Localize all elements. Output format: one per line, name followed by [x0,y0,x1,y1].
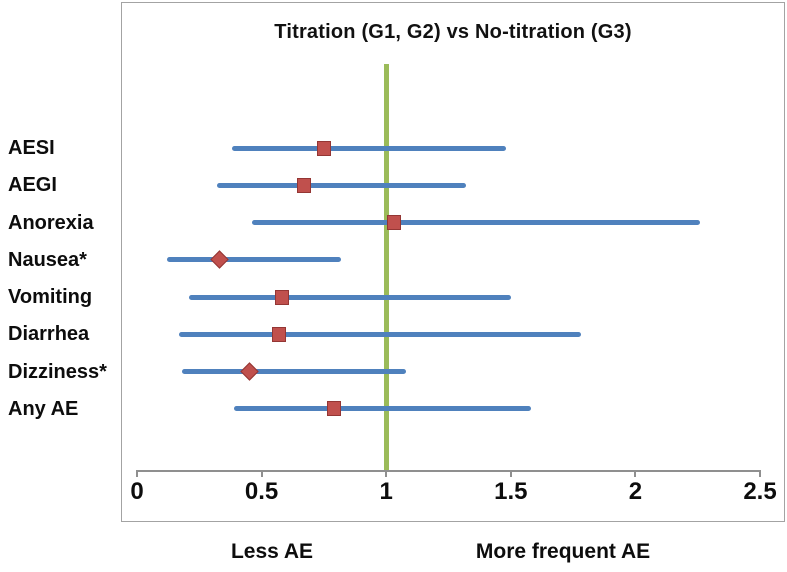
category-label: Any AE [8,397,79,420]
category-label: Dizziness* [8,360,107,383]
ci-line [231,145,506,151]
x-axis-tick [509,470,512,477]
x-axis-tick [136,470,138,477]
ci-line [234,406,531,412]
x-axis [137,470,760,472]
point-marker-square [274,289,289,305]
category-label: AEGI [8,174,57,197]
category-label: Vomiting [8,286,93,309]
category-label: Diarrhea [8,323,90,346]
ci-line [216,182,466,188]
point-marker-square [272,326,287,342]
x-tick-label: 0.5 [244,478,279,505]
x-axis-tick [634,470,637,477]
x-axis-tick [385,470,388,477]
x-tick-label: 0 [130,478,144,505]
ci-line [251,220,701,226]
category-label: Anorexia [8,211,94,234]
axis-label-more-frequent-ae: More frequent AE [475,540,651,563]
x-tick-label: 1.5 [494,478,528,505]
x-tick-label: 1 [379,478,393,505]
category-label: Nausea* [8,248,87,271]
ci-line [166,257,342,263]
reference-line [383,64,389,470]
point-marker-square [386,215,401,231]
chart-title: Titration (G1, G2) vs No-titration (G3) [274,21,632,43]
axis-label-less-ae: Less AE [230,540,314,563]
x-axis-tick [759,470,761,477]
x-tick-label: 2.5 [743,478,777,505]
point-marker-square [326,401,341,417]
x-axis-tick [260,470,263,477]
ci-line [181,369,407,375]
category-label: AESI [8,137,55,159]
ci-line [189,294,511,300]
point-marker-square [316,140,331,156]
ci-line [179,331,581,337]
x-tick-label: 2 [628,478,643,505]
point-marker-square [296,177,311,193]
